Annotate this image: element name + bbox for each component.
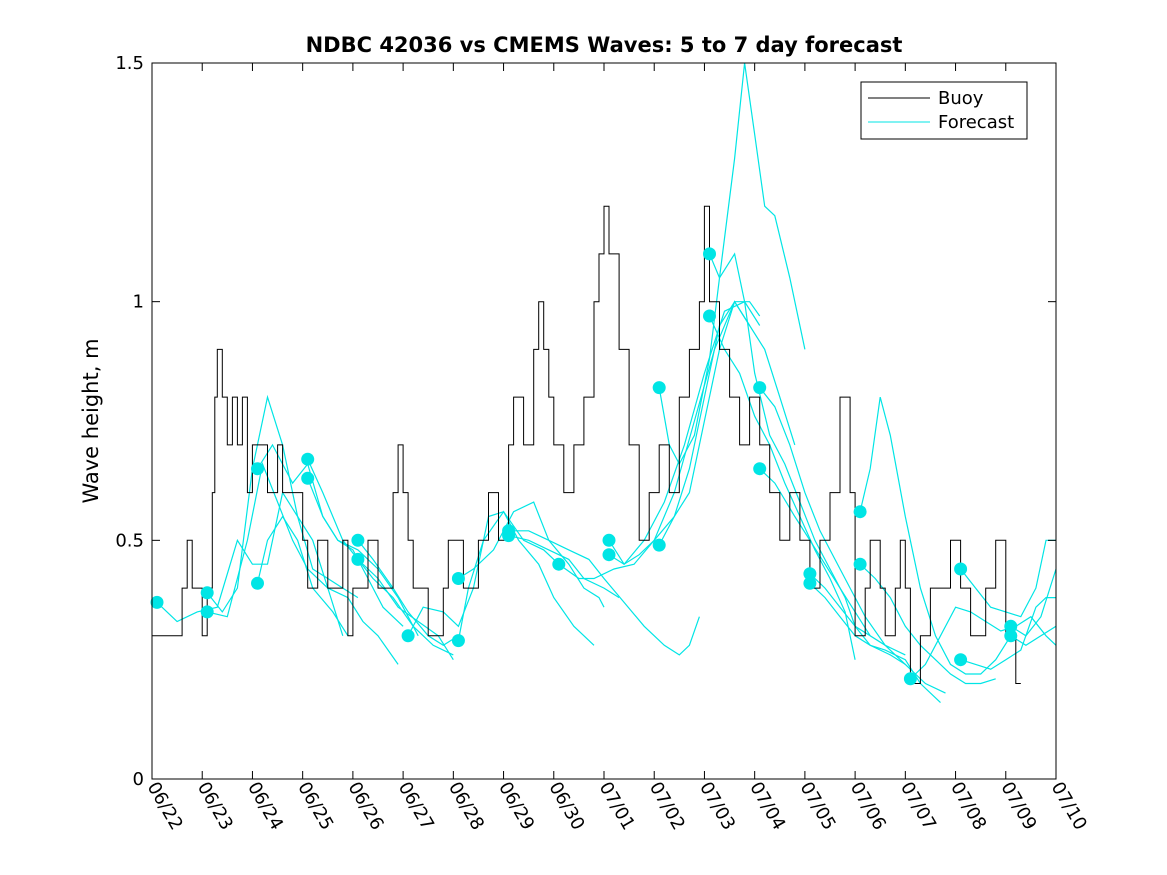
- forecast-run-line: [708, 252, 871, 637]
- forecast-run-line: [658, 62, 806, 466]
- forecast-run-line: [1010, 625, 1057, 647]
- forecast-run-line: [960, 539, 1056, 618]
- x-tick-label: 07/05: [796, 778, 840, 833]
- forecast-start-marker: [602, 548, 616, 562]
- chart-title: NDBC 42036 vs CMEMS Waves: 5 to 7 day fo…: [306, 33, 903, 57]
- forecast-start-marker: [1004, 629, 1018, 643]
- forecast-run-line: [608, 300, 751, 566]
- forecast-start-marker: [200, 586, 214, 600]
- forecast-run-line: [960, 597, 1056, 670]
- x-tick-label: 07/06: [846, 778, 890, 833]
- x-tick-label: 06/22: [143, 778, 187, 833]
- forecast-run-line: [759, 468, 906, 656]
- forecast-start-marker: [301, 452, 315, 466]
- forecast-start-marker: [652, 538, 666, 552]
- forecast-run-line: [256, 515, 349, 637]
- x-tick-label: 06/28: [444, 778, 488, 833]
- forecast-run-line: [206, 394, 344, 636]
- x-tick-label: 06/24: [243, 778, 287, 833]
- forecast-run-line: [859, 396, 1012, 675]
- forecast-run-line: [1010, 568, 1057, 637]
- legend-buoy-label: Buoy: [938, 88, 984, 109]
- forecast-start-marker: [853, 557, 867, 571]
- y-axis: 0 0.5 1 1.5: [115, 53, 1056, 790]
- forecast-run-line: [658, 300, 796, 546]
- x-tick-label: 06/29: [494, 778, 538, 833]
- forecast-run-line: [508, 535, 620, 599]
- forecast-run-line: [809, 582, 941, 704]
- forecast-run-line: [357, 539, 459, 647]
- forecast-start-marker: [1004, 619, 1018, 633]
- y-tick-label: 0.5: [115, 530, 144, 551]
- forecast-start-marker: [703, 309, 716, 323]
- forecast-start-marker: [451, 572, 465, 585]
- forecast-run-line: [307, 458, 454, 661]
- forecast-run-line: [458, 501, 605, 608]
- legend-box: [860, 81, 1028, 140]
- forecast-start-marker: [401, 629, 415, 643]
- y-tick-label: 1: [133, 292, 144, 313]
- forecast-run-line: [357, 559, 454, 656]
- x-tick-label: 06/25: [293, 778, 337, 833]
- legend: Buoy Forecast: [860, 81, 1028, 140]
- buoy-line: [152, 205, 1021, 684]
- x-tick-label: 07/10: [1047, 778, 1091, 833]
- forecast-run-line: [708, 315, 856, 660]
- forecast-start-marker: [502, 529, 516, 543]
- x-tick-label: 07/09: [996, 778, 1040, 833]
- forecast-start-marker: [803, 567, 817, 581]
- forecast-run-line: [407, 510, 560, 637]
- x-axis: 06/22 06/23 06/24 06/25 06/26 06/27 06/28 06/29…: [143, 63, 1091, 834]
- forecast-start-marker: [652, 381, 666, 395]
- forecast-start-marker: [150, 595, 164, 609]
- forecast-start-marker: [853, 505, 867, 519]
- forecast-start-marker: [351, 552, 365, 566]
- plot-area: [150, 62, 1057, 704]
- forecast-start-marker: [803, 576, 817, 590]
- x-tick-label: 07/01: [595, 778, 639, 833]
- forecast-run-line: [558, 301, 761, 580]
- x-tick-label: 06/30: [544, 778, 588, 833]
- y-axis-label: Wave height, m: [79, 338, 103, 503]
- forecast-run-line: [307, 478, 419, 637]
- forecast-start-marker: [251, 576, 264, 590]
- x-tick-label: 06/26: [344, 778, 388, 833]
- x-tick-label: 07/02: [645, 778, 689, 833]
- forecast-start-marker: [753, 462, 767, 476]
- forecast-start-marker: [351, 533, 365, 547]
- forecast-run-line: [207, 461, 399, 665]
- x-tick-label: 07/03: [695, 778, 739, 833]
- x-tick-label: 07/07: [896, 778, 940, 833]
- forecast-run-line: [457, 510, 595, 646]
- y-tick-label: 0: [133, 769, 144, 790]
- x-tick-label: 07/08: [946, 778, 990, 833]
- legend-forecast-label: Forecast: [938, 112, 1014, 133]
- forecast-run-line: [809, 573, 946, 694]
- x-tick-label: 06/27: [394, 778, 438, 833]
- y-tick-label: 1.5: [115, 53, 144, 74]
- forecast-run-line: [608, 300, 761, 565]
- forecast-start-marker: [552, 557, 566, 571]
- x-tick-label: 07/04: [745, 778, 789, 833]
- forecast-start-marker: [903, 672, 917, 686]
- forecast-start-marker: [703, 247, 716, 261]
- forecast-start-marker: [301, 471, 315, 485]
- x-tick-label: 06/23: [193, 778, 237, 833]
- forecast-start-marker: [451, 634, 465, 648]
- forecast-run-line: [256, 443, 404, 627]
- forecast-start-marker: [954, 562, 968, 576]
- forecast-run-line: [759, 387, 906, 665]
- forecast-start-marker: [251, 462, 264, 476]
- forecast-start-marker: [954, 653, 968, 667]
- forecast-run-line: [508, 530, 700, 656]
- forecast-run-line: [909, 606, 1057, 680]
- forecast-start-marker: [753, 381, 767, 395]
- forecast-start-marker: [602, 533, 616, 547]
- forecast-start-marker: [200, 605, 214, 619]
